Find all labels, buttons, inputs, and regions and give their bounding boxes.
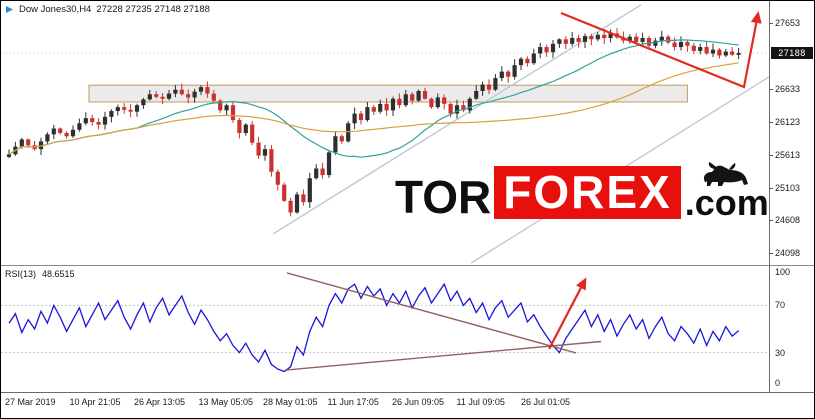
watermark: TOR FOREX .com (395, 161, 769, 223)
time-axis-separator (1, 392, 814, 393)
rsi-forecast-arrow[interactable] (548, 277, 587, 350)
symbol-ohlc-header: Dow Jones30,H4 27228 27235 27148 27188 (5, 4, 210, 15)
rsi-axis-label: 0 (775, 378, 781, 388)
price-axis-label: 26123 (775, 116, 801, 127)
time-axis-label: 10 Apr 21:05 (69, 397, 121, 407)
rsi-axis[interactable]: 100 70 30 0 (770, 266, 814, 392)
watermark-forex: FOREX (494, 166, 681, 220)
ohlc-values: 27228 27235 27148 27188 (96, 4, 210, 15)
axis-tick (770, 252, 773, 254)
chart-symbol-icon (6, 6, 13, 13)
axis-tick (770, 187, 773, 189)
bull-logo-icon (703, 162, 748, 186)
time-axis[interactable]: 27 Mar 2019 10 Apr 21:05 26 Apr 13:05 13 Ma… (1, 393, 814, 418)
rsi-chart[interactable] (1, 266, 769, 392)
resistance-zone[interactable] (88, 84, 688, 103)
axis-tick (770, 219, 773, 221)
time-axis-label: 13 May 05:05 (198, 397, 254, 407)
rsi-axis-label: 100 (775, 267, 791, 277)
price-axis[interactable]: 27188 27653 26633 26123 25613 25103 24608 2409… (770, 1, 814, 265)
time-axis-label: 11 Jul 09:05 (456, 397, 505, 407)
price-axis-label: 24608 (775, 214, 801, 225)
time-axis-label: 26 Jun 09:05 (392, 397, 445, 407)
current-price-badge: 27188 (771, 47, 813, 59)
rsi-value: 48.6515 (42, 269, 75, 279)
price-axis-label: 25613 (775, 149, 801, 160)
channel-line[interactable] (272, 4, 642, 235)
axis-tick (770, 121, 773, 123)
time-axis-label: 26 Apr 13:05 (134, 397, 186, 407)
ma-slow-line (8, 62, 739, 155)
watermark-com: .com (684, 182, 769, 223)
watermark-tor: TOR (395, 170, 492, 223)
forecast-arrow[interactable] (560, 11, 762, 89)
rsi-triangle-line[interactable] (286, 340, 602, 371)
price-axis-label: 25103 (775, 182, 801, 193)
rsi-name: RSI(13) (5, 269, 37, 279)
price-chart[interactable] (1, 1, 769, 265)
axis-tick (770, 22, 773, 24)
time-axis-label: 11 Jun 17:05 (327, 397, 379, 407)
rsi-line (8, 282, 740, 373)
price-axis-label: 26633 (775, 83, 801, 94)
rsi-axis-label: 70 (775, 300, 786, 311)
time-axis-label: 27 Mar 2019 (5, 397, 56, 407)
axis-separator (769, 1, 770, 392)
symbol-label: Dow Jones30,H4 (19, 4, 92, 15)
rsi-axis-label: 30 (775, 347, 786, 358)
time-axis-label: 26 Jul 01:05 (521, 397, 571, 407)
panel-separator[interactable] (1, 265, 814, 266)
price-axis-label: 27653 (775, 17, 801, 28)
axis-tick (770, 154, 773, 156)
candles-layer (6, 27, 741, 217)
time-axis-label: 28 May 01:05 (263, 397, 318, 407)
axis-tick (770, 88, 773, 90)
rsi-label: RSI(13) 48.6515 (5, 269, 75, 279)
price-axis-label: 24098 (775, 247, 801, 258)
rsi-triangle-line[interactable] (286, 272, 577, 354)
